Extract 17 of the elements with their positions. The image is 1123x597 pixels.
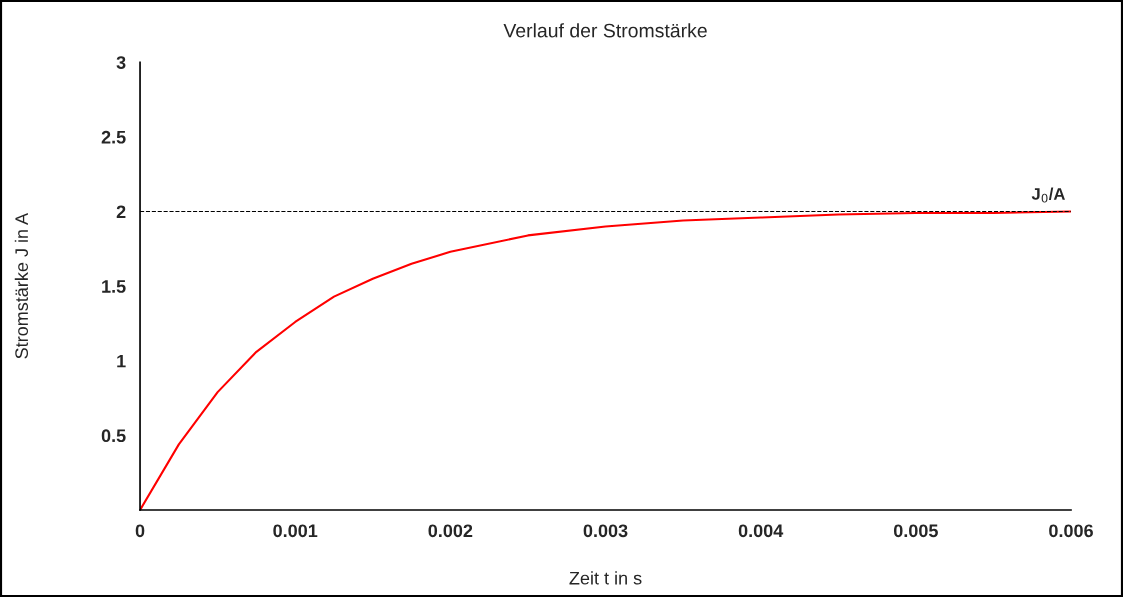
y-axis-title: Stromstärke J in A xyxy=(14,212,29,359)
x-tick-label: 0.004 xyxy=(738,524,784,538)
ref-line-label: J$_{0}$/A xyxy=(1031,187,1065,203)
y-tick-label: 0.5 xyxy=(101,429,126,443)
y-tick-label: 3 xyxy=(116,56,126,70)
x-tick-label: 0.006 xyxy=(1049,524,1093,538)
x-tick-label: 0.001 xyxy=(273,524,318,538)
chart-title: Verlauf der Stromstärke xyxy=(503,23,707,38)
x-tick-label: 0.002 xyxy=(428,524,473,538)
x-tick-label: 0 xyxy=(135,524,145,538)
y-tick-label: 1.5 xyxy=(102,280,126,293)
y-tick-label: 2 xyxy=(116,205,126,219)
x-tick-label: 0.003 xyxy=(583,524,628,538)
x-axis-title: Zeit t in s xyxy=(569,571,642,585)
y-tick-label: 1 xyxy=(117,354,126,368)
x-tick-label: 0.005 xyxy=(893,524,938,538)
y-tick-label: 2.5 xyxy=(101,130,126,144)
